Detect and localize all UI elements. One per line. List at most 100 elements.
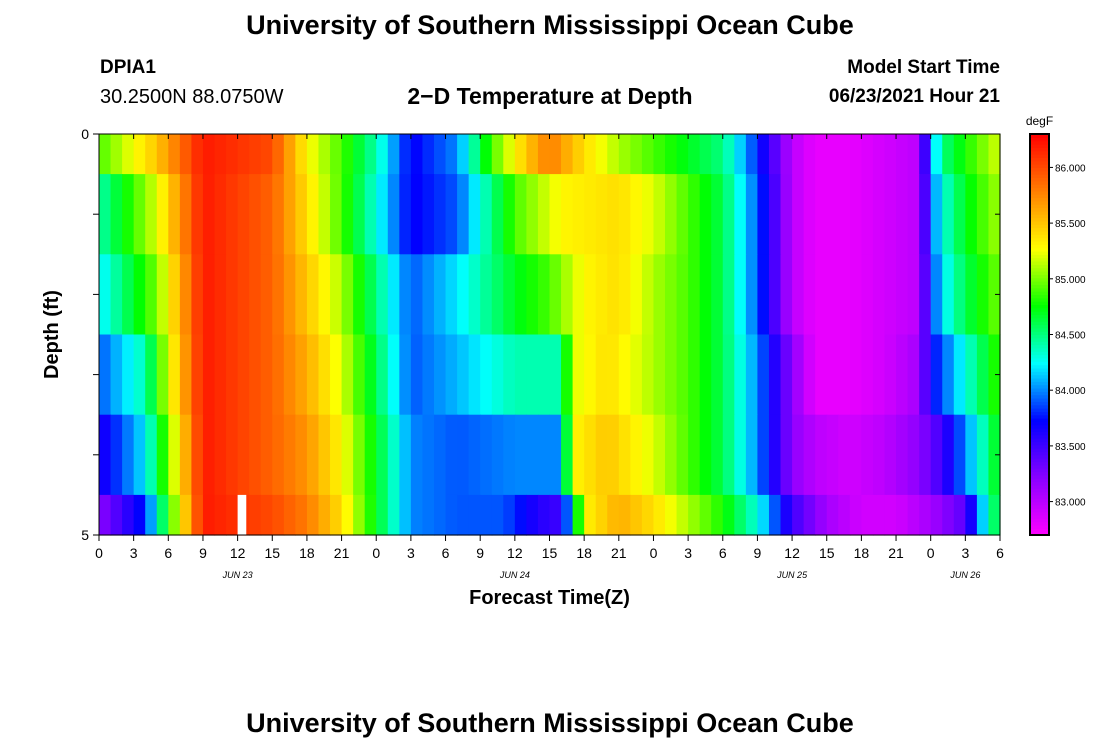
heatmap-cell <box>896 254 909 336</box>
heatmap-cell <box>295 134 308 175</box>
heatmap-cell <box>387 334 400 416</box>
heatmap-cell <box>179 494 193 536</box>
heatmap-cell <box>896 134 909 175</box>
heatmap-cell <box>757 334 770 416</box>
heatmap-cell <box>272 134 285 175</box>
heatmap-cell <box>433 174 447 255</box>
heatmap-cell <box>826 254 839 336</box>
colorbar-swatch <box>1030 317 1049 322</box>
heatmap-cell <box>572 254 585 336</box>
heatmap-cell <box>514 414 527 496</box>
heatmap-cell <box>526 134 539 175</box>
heatmap-cell <box>884 414 897 496</box>
heatmap-cell <box>872 174 886 255</box>
heatmap-cell <box>156 414 169 496</box>
heatmap-cell <box>145 414 158 496</box>
heatmap-cell <box>745 494 759 536</box>
heatmap-cell <box>676 174 689 255</box>
heatmap-cell <box>283 134 296 175</box>
colorbar-swatch <box>1030 287 1049 292</box>
heatmap-cell <box>318 414 331 496</box>
heatmap-cell <box>376 254 389 336</box>
heatmap-cell <box>572 334 585 416</box>
x-tick-label: 6 <box>442 545 450 561</box>
heatmap-cell <box>526 334 539 416</box>
colorbar-swatch <box>1030 177 1049 182</box>
heatmap-cell <box>907 134 920 175</box>
colorbar-swatch <box>1030 240 1049 245</box>
colorbar-swatch <box>1030 504 1049 509</box>
heatmap-cell <box>433 134 447 175</box>
heatmap-cell <box>341 174 354 255</box>
colorbar-swatch <box>1030 481 1049 486</box>
heatmap-cell <box>226 494 239 536</box>
heatmap-cell <box>711 134 724 175</box>
heatmap-cell <box>919 494 932 536</box>
colorbar-swatch <box>1030 254 1049 259</box>
heatmap-cell <box>341 414 354 496</box>
colorbar-swatch <box>1030 414 1049 419</box>
heatmap-cell <box>826 134 839 175</box>
heatmap-cell <box>99 134 112 175</box>
heatmap-cell <box>145 494 158 536</box>
heatmap-cell <box>549 334 562 416</box>
heatmap-cell <box>919 334 932 416</box>
heatmap-cell <box>641 254 655 336</box>
heatmap-cell <box>110 494 123 536</box>
heatmap-cell <box>122 134 135 175</box>
heatmap-cell <box>318 334 331 416</box>
heatmap-cell <box>965 494 978 536</box>
x-tick-label: 21 <box>334 545 350 561</box>
heatmap-cell <box>976 494 990 536</box>
colorbar-unit: degF <box>1026 114 1053 128</box>
heatmap-cell <box>468 134 481 175</box>
x-tick-label: 3 <box>130 545 138 561</box>
colorbar-swatch <box>1030 514 1049 519</box>
heatmap-cell <box>849 334 862 416</box>
heatmap-cell <box>133 414 146 496</box>
heatmap-cell <box>526 174 539 255</box>
heatmap-cell <box>410 334 424 416</box>
x-tick-label: 9 <box>754 545 762 561</box>
heatmap-cell <box>584 254 597 336</box>
heatmap-cell <box>792 134 805 175</box>
heatmap-cell <box>561 134 574 175</box>
heatmap-cell <box>202 494 216 536</box>
heatmap-cell <box>202 134 216 175</box>
heatmap-cell <box>537 494 551 536</box>
axes: 0 3 6 9 12 15 18 21 0 3 6 9 12 15 18 21 0 3 6 9 12 15 18 21 0 3 6 J… <box>41 126 1004 609</box>
now-marker <box>237 494 247 535</box>
heatmap-cell <box>237 254 250 336</box>
heatmap-cell <box>884 254 897 336</box>
heatmap-cell <box>214 414 227 496</box>
colorbar-swatch <box>1030 291 1049 295</box>
colorbar-swatch <box>1030 474 1049 479</box>
heatmap-cell <box>191 254 204 336</box>
heatmap-cell <box>768 414 782 496</box>
heatmap-cell <box>376 334 389 416</box>
heatmap-cell <box>584 494 597 536</box>
heatmap-cell <box>283 414 296 496</box>
heatmap-cell <box>711 414 724 496</box>
heatmap-cell <box>826 414 839 496</box>
colorbar-swatch <box>1030 448 1049 453</box>
heatmap-cell <box>688 254 701 336</box>
heatmap-cell <box>884 134 897 175</box>
heatmap-cell <box>919 134 932 175</box>
heatmap-cell <box>815 254 828 336</box>
heatmap-cell <box>306 334 320 416</box>
heatmap-cell <box>168 334 181 416</box>
heatmap-cell <box>514 494 527 536</box>
colorbar-swatch <box>1030 524 1049 529</box>
heatmap-cell <box>179 134 193 175</box>
colorbar-swatch <box>1030 304 1049 309</box>
heatmap-cell <box>641 174 655 255</box>
heatmap-cell <box>572 174 585 255</box>
colorbar-swatch <box>1030 257 1049 262</box>
heatmap-cell <box>237 174 250 255</box>
colorbar-swatch <box>1030 381 1049 386</box>
heatmap-cell <box>953 414 966 496</box>
heatmap-cell <box>468 334 481 416</box>
heatmap-cell <box>399 174 412 255</box>
colorbar-swatch <box>1030 174 1049 179</box>
